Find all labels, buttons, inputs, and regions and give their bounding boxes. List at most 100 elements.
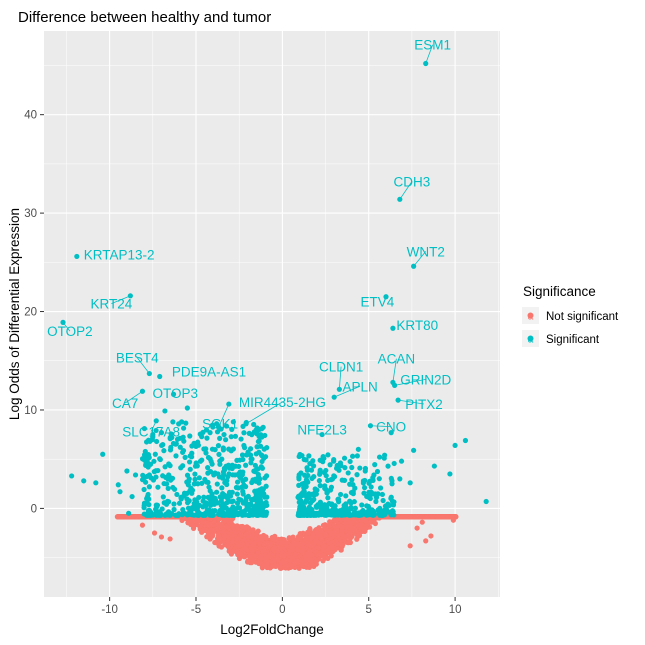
x-tick-label: 5: [366, 604, 372, 616]
not-significant-point: [419, 519, 425, 525]
significant-point: [115, 482, 121, 488]
x-axis: -10 -5 0 5 10: [101, 597, 461, 616]
significant-point: [199, 457, 205, 463]
not-significant-point: [414, 525, 420, 531]
significant-point: [244, 452, 250, 458]
significant-point: [145, 452, 152, 458]
not-significant-point: [443, 514, 449, 520]
significant-point: [255, 494, 261, 500]
gene-label: KRT24: [90, 297, 132, 312]
significant-point: [248, 452, 254, 458]
not-significant-point: [287, 558, 293, 564]
not-significant-point: [229, 539, 235, 545]
significant-point: [347, 498, 353, 504]
significant-point: [389, 511, 395, 517]
label-connectors: [62, 44, 434, 432]
not-significant-point: [428, 533, 434, 539]
not-significant-point: [322, 531, 329, 537]
significant-point: [337, 491, 344, 498]
y-tick-label: 20: [24, 307, 37, 319]
significant-point: [217, 458, 223, 464]
significant-point: [160, 494, 166, 500]
significant-point: [373, 498, 379, 505]
significant-point: [309, 475, 315, 482]
significant-point: [325, 452, 331, 458]
significant-point: [368, 484, 374, 490]
significant-point: [140, 472, 146, 478]
significant-point: [207, 456, 213, 462]
not-significant-point: [197, 523, 203, 529]
significant-point: [302, 499, 309, 505]
significant-point: [235, 485, 241, 491]
significant-point: [240, 456, 246, 463]
not-significant-point: [231, 527, 237, 533]
significant-point: [310, 463, 317, 469]
significant-point: [207, 430, 213, 436]
x-axis-title: Log2FoldChange: [220, 622, 324, 637]
significant-point: [355, 446, 361, 452]
gene-label: CLDN1: [319, 360, 363, 375]
not-significant-point: [306, 548, 313, 554]
not-significant-point: [319, 552, 325, 559]
not-significant-point: [423, 538, 429, 544]
significant-point: [188, 509, 194, 515]
significant-point: [142, 448, 148, 455]
significant-point: [462, 437, 469, 444]
significant-point: [154, 438, 160, 445]
not-significant-point: [342, 519, 349, 526]
not-significant-point: [407, 543, 413, 549]
significant-point: [262, 475, 268, 481]
significant-point: [212, 497, 219, 503]
not-significant-point: [259, 537, 265, 543]
not-significant-point: [311, 556, 317, 562]
not-significant-point: [167, 536, 173, 542]
significant-point: [255, 471, 261, 478]
significant-point: [202, 512, 208, 518]
significant-point: [117, 489, 123, 495]
not-significant-point: [214, 524, 220, 530]
significant-point: [196, 494, 202, 501]
not-significant-point: [192, 518, 198, 524]
not-significant-point: [225, 543, 231, 549]
significant-point: [176, 500, 183, 506]
significant-point: [304, 465, 310, 471]
gene-label: MIR4435-2HG: [239, 395, 326, 410]
labeled-gene-point: [383, 294, 389, 300]
not-significant-point: [274, 548, 280, 554]
significant-point: [221, 471, 227, 478]
significant-point: [385, 463, 391, 469]
significant-point: [367, 492, 373, 498]
gene-label-connector: [370, 425, 392, 428]
gene-label: PDE9A-AS1: [172, 365, 246, 380]
gene-label-connector: [413, 251, 427, 267]
significant-point: [194, 463, 200, 469]
significant-point: [153, 512, 160, 518]
significant-point: [208, 500, 214, 506]
significant-point: [180, 506, 186, 513]
not-significant-point: [209, 533, 216, 539]
significant-point: [236, 463, 242, 470]
not-significant-point: [402, 514, 408, 520]
significant-point: [205, 465, 211, 471]
grid-minor: [44, 31, 500, 597]
significant-point: [350, 453, 356, 459]
y-axis: 0 10 20 30 40: [24, 110, 44, 515]
not-significant-point: [311, 547, 317, 554]
significant-point: [317, 457, 324, 463]
significant-point: [146, 484, 152, 490]
significant-point: [81, 478, 87, 484]
not-significant-point: [318, 535, 324, 541]
significant-point: [326, 500, 332, 507]
significant-point: [178, 496, 184, 502]
significant-point: [305, 479, 311, 485]
significant-point: [332, 512, 338, 518]
significant-point: [388, 430, 394, 436]
significant-point: [248, 460, 254, 466]
not-significant-point: [133, 514, 139, 520]
significant-point: [323, 473, 329, 479]
not-significant-point: [305, 529, 311, 536]
significant-point: [189, 505, 195, 511]
significant-point: [202, 476, 208, 483]
significant-point: [151, 458, 157, 464]
not-significant-point: [321, 543, 327, 549]
